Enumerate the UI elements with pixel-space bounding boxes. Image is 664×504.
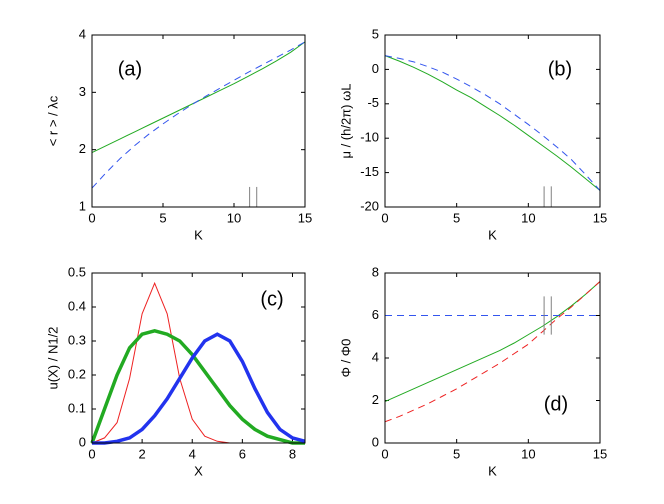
data-line [384, 281, 601, 403]
y-tick-label: 1 [79, 198, 86, 213]
y-tick-label: 4 [372, 349, 379, 364]
x-tick-label: 8 [289, 446, 296, 461]
panel-label: (b) [548, 58, 572, 80]
y-axis-label: < r > / λc [45, 95, 60, 146]
y-tick-label: 6 [372, 307, 379, 322]
axes-frame [384, 272, 601, 444]
axes-frame [91, 34, 306, 208]
x-tick-label: 10 [521, 210, 535, 225]
y-tick-label: 0.2 [68, 366, 86, 381]
x-tick-label: 5 [159, 210, 166, 225]
x-tick-label: 15 [593, 446, 607, 461]
x-tick-label: 6 [239, 446, 246, 461]
y-axis-label: Φ / Φ0 [338, 339, 353, 378]
x-tick-label: 15 [593, 210, 607, 225]
y-tick-label: 2 [79, 141, 86, 156]
y-tick-label: 0 [79, 434, 86, 449]
x-tick-label: 0 [381, 210, 388, 225]
x-axis-label: X [194, 463, 203, 478]
y-tick-label: 0.3 [68, 332, 86, 347]
y-tick-label: -20 [360, 198, 379, 213]
y-tick-label: 5 [372, 26, 379, 41]
y-tick-label: 2 [372, 392, 379, 407]
data-line [384, 281, 601, 423]
y-tick-label: 3 [79, 84, 86, 99]
axes-frame [91, 272, 306, 444]
x-tick-label: 0 [88, 210, 95, 225]
y-tick-label: 8 [372, 264, 379, 279]
y-tick-label: -15 [360, 164, 379, 179]
panel-label: (d) [544, 393, 568, 415]
x-tick-label: 10 [227, 210, 241, 225]
data-line [91, 41, 306, 189]
y-tick-label: 4 [79, 26, 86, 41]
x-tick-label: 2 [139, 446, 146, 461]
y-tick-label: -5 [367, 95, 379, 110]
y-tick-label: 0.5 [68, 264, 86, 279]
x-axis-label: K [488, 227, 497, 242]
data-line [90, 328, 305, 445]
x-tick-label: 0 [88, 446, 95, 461]
x-tick-label: 5 [453, 210, 460, 225]
y-axis-label: μ / (h/2π) ωL [338, 83, 353, 158]
y-tick-label: 0.1 [68, 400, 86, 415]
data-line [384, 55, 601, 191]
y-tick-label: -10 [360, 130, 379, 145]
x-tick-label: 4 [189, 446, 196, 461]
y-axis-label: u(X) / N1/2 [45, 327, 60, 390]
x-tick-label: 5 [453, 446, 460, 461]
y-tick-label: 0.4 [68, 298, 86, 313]
axes-frame [384, 34, 601, 208]
data-line [92, 332, 306, 445]
data-line [384, 55, 601, 191]
x-tick-label: 0 [381, 446, 388, 461]
x-axis-label: K [488, 463, 497, 478]
y-tick-label: 0 [372, 61, 379, 76]
x-tick-label: 15 [298, 210, 312, 225]
panel-label: (a) [118, 58, 142, 80]
y-tick-label: 0 [372, 434, 379, 449]
x-axis-label: K [194, 227, 203, 242]
x-tick-label: 10 [521, 446, 535, 461]
panel-label: (c) [260, 288, 283, 310]
